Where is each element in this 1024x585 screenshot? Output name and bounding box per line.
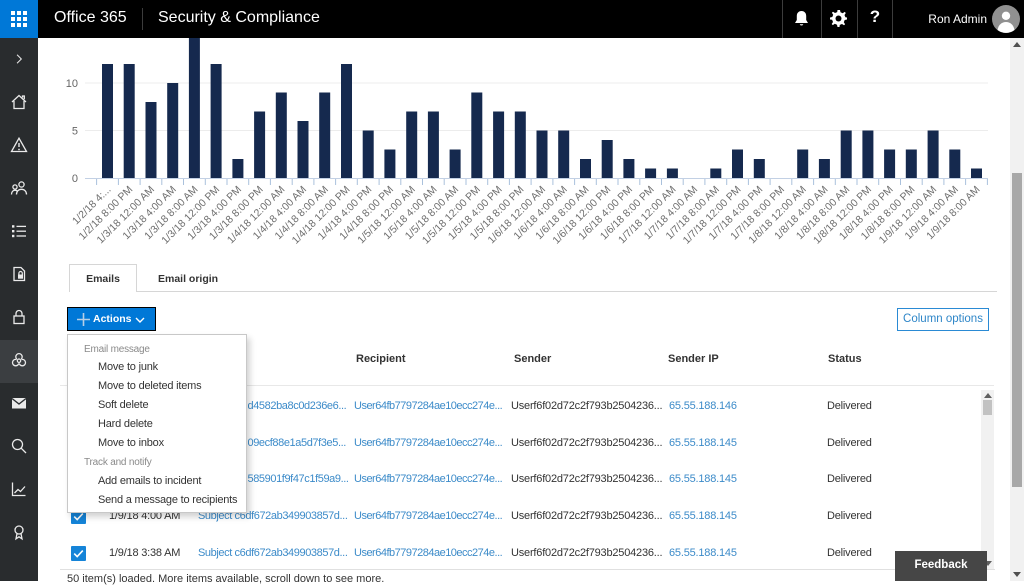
svg-text:5: 5 [72,126,78,138]
svg-text:0: 0 [72,173,78,185]
svg-text:10: 10 [66,78,78,90]
